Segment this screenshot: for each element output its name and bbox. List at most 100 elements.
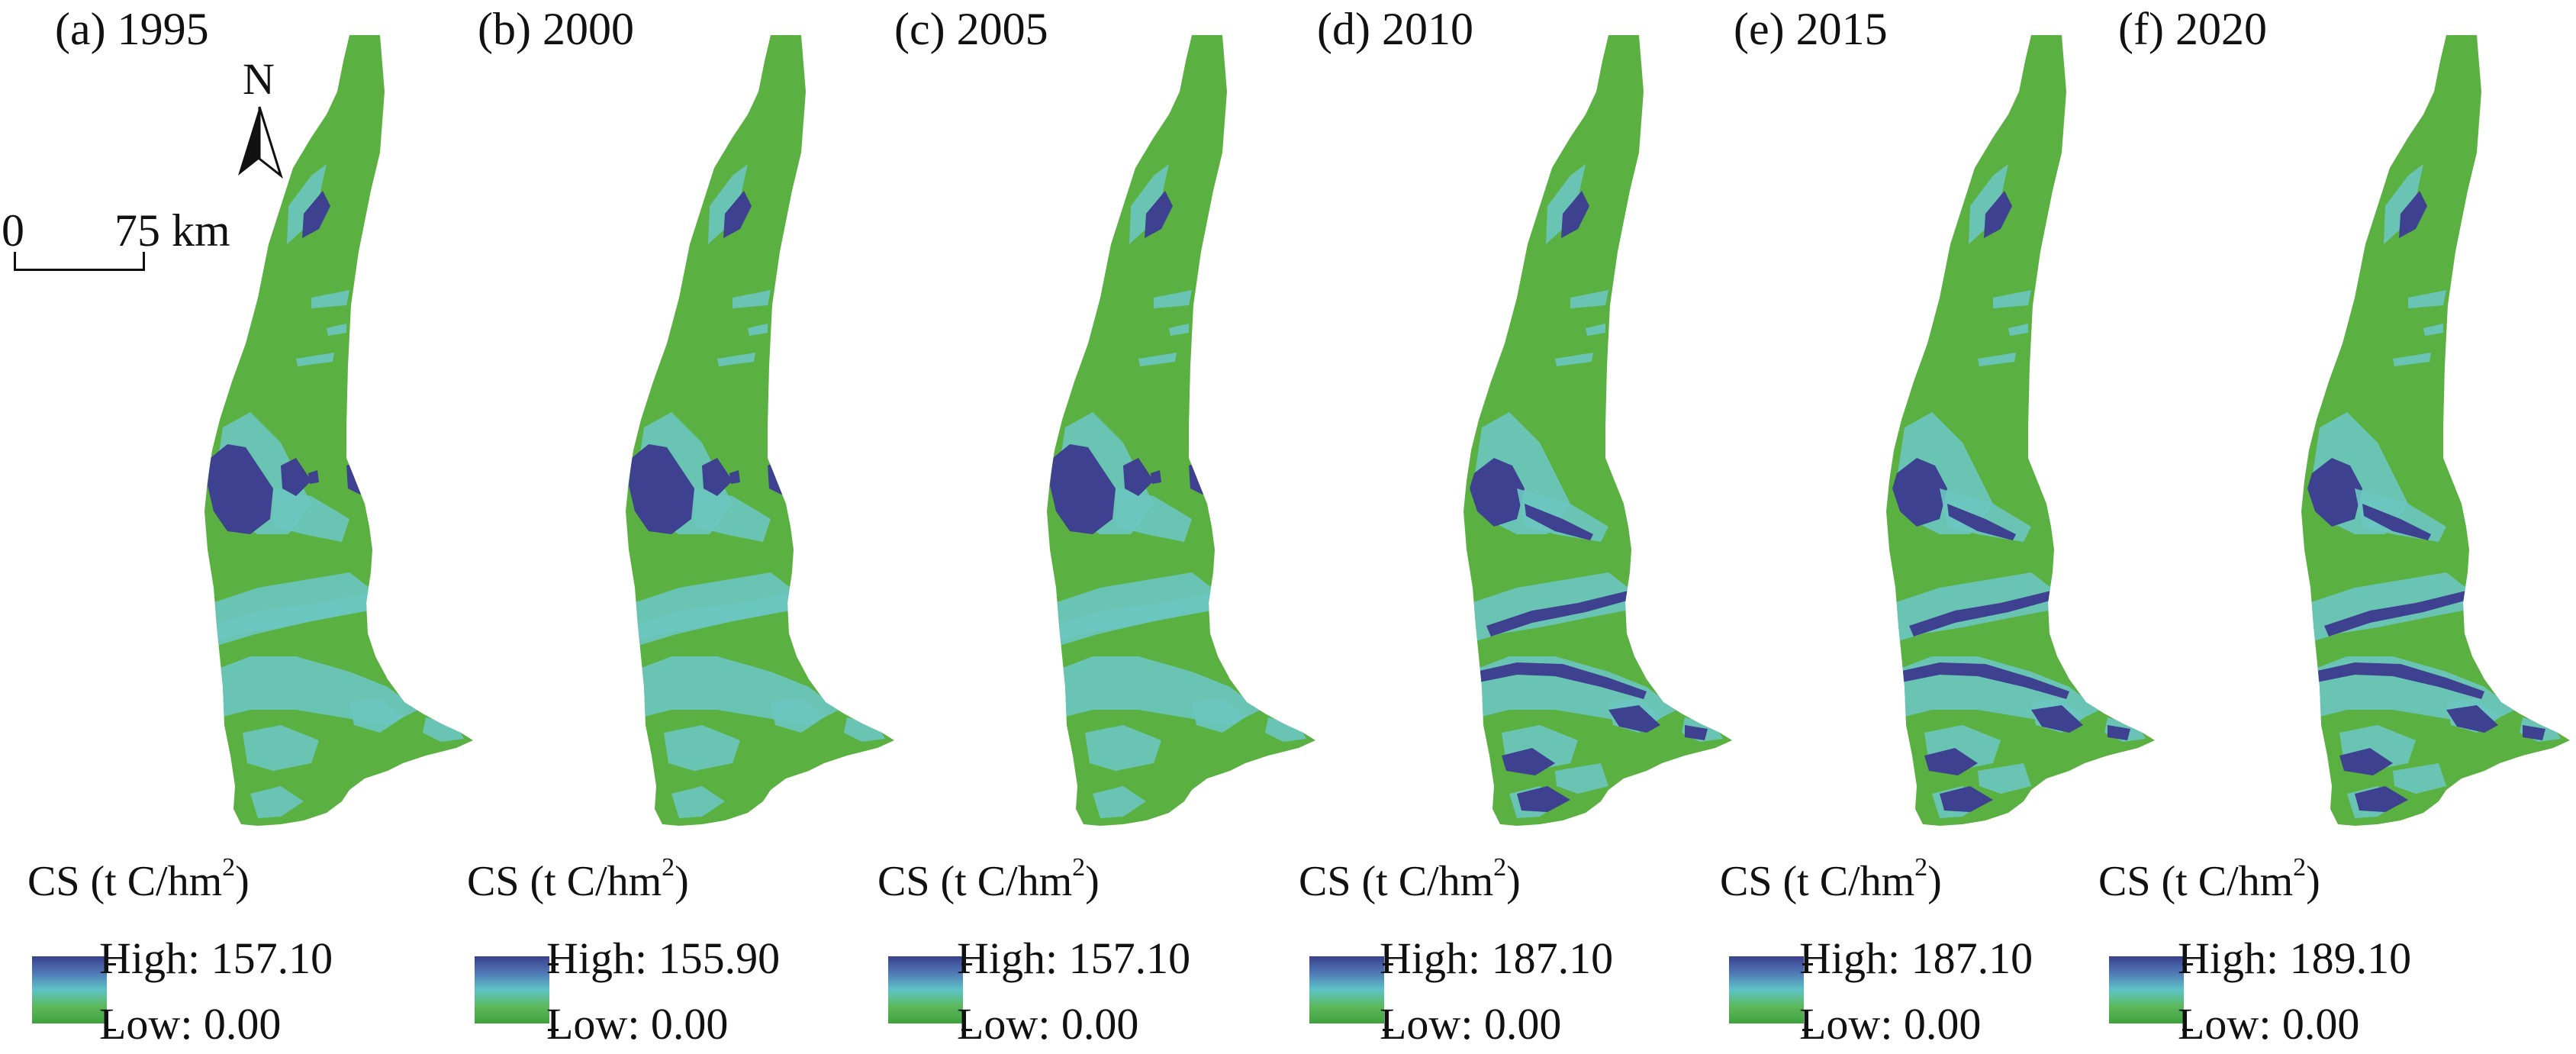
region-mid-carbon <box>1586 324 1605 336</box>
legend-title: CS (t C/hm2) <box>2098 853 2320 906</box>
panel-title: (b) 2000 <box>478 4 634 54</box>
region-mid-carbon <box>1570 290 1608 308</box>
legend-title-superscript: 2 <box>222 853 236 882</box>
region-mid-carbon <box>708 164 748 244</box>
region-mid-carbon <box>1978 353 2016 366</box>
legend-color-ramp <box>1729 956 1804 1023</box>
legend-title-close: ) <box>1085 858 1100 905</box>
legend-tick <box>2182 1029 2193 1031</box>
region-mid-carbon <box>296 353 334 366</box>
legend-title-superscript: 2 <box>1072 853 1086 882</box>
region-high-carbon <box>1151 470 1161 484</box>
region-mid-carbon <box>717 353 755 366</box>
legend-title: CS (t C/hm2) <box>877 853 1100 906</box>
scale-max-label: 75 km <box>114 205 230 256</box>
region-mid-carbon <box>2393 763 2446 794</box>
legend-color-ramp <box>888 956 963 1023</box>
carbon-storage-map <box>626 35 894 826</box>
region-mid-carbon <box>694 488 771 542</box>
north-label: N <box>243 54 275 104</box>
region-high-carbon <box>1947 504 2016 540</box>
region-high-carbon <box>2362 504 2431 540</box>
legend-low-label: Low: 0.00 <box>1380 999 1562 1049</box>
legend-tick <box>1802 1029 1813 1031</box>
region-high-carbon <box>1189 458 1227 495</box>
region-high-carbon <box>1476 662 1647 699</box>
carbon-storage-map <box>2301 35 2570 826</box>
region-high-carbon <box>1561 191 1589 238</box>
legend-high-label: High: 187.10 <box>1799 933 2033 983</box>
legend-title-superscript: 2 <box>1914 853 1928 882</box>
region-mid-carbon <box>1631 618 1648 649</box>
legend-high-label: High: 155.90 <box>546 933 781 983</box>
region-mid-carbon <box>311 290 349 308</box>
region-high-carbon <box>281 458 311 496</box>
region-high-carbon <box>1502 748 1555 775</box>
legend-title-superscript: 2 <box>2293 853 2307 882</box>
region-mid-carbon <box>1265 717 1306 742</box>
panel-title: (c) 2005 <box>894 4 1048 54</box>
legend-tick <box>1802 963 1813 965</box>
region-high-carbon <box>1685 725 1708 740</box>
scale-zero-label: 0 <box>2 205 24 256</box>
region-mid-carbon <box>733 290 771 308</box>
legend-high-label: High: 187.10 <box>1380 933 1614 983</box>
region-high-carbon <box>1470 458 1525 527</box>
region-high-carbon <box>2355 786 2408 812</box>
region-high-carbon <box>1517 786 1570 812</box>
legend-low-label: Low: 0.00 <box>546 999 729 1049</box>
carbon-storage-map <box>204 35 473 826</box>
legend-title-close: ) <box>675 858 689 905</box>
legend-high-label: High: 157.10 <box>99 933 333 983</box>
region-mid-carbon <box>2393 353 2431 366</box>
legend-title-close: ) <box>2306 858 2320 905</box>
legend-title: CS (t C/hm2) <box>1720 853 1942 906</box>
legend-title-text: CS (t C/hm <box>2098 858 2294 905</box>
region-high-carbon <box>1892 458 1947 527</box>
region-high-carbon <box>1123 458 1154 496</box>
legend-title: CS (t C/hm2) <box>467 853 689 906</box>
legend-low-label: Low: 0.00 <box>957 999 1139 1049</box>
region-high-carbon <box>702 458 733 496</box>
region-high-carbon <box>768 458 806 495</box>
region-mid-carbon <box>2008 324 2028 336</box>
legend-color-ramp <box>1309 956 1384 1023</box>
region-mid-carbon <box>748 324 768 336</box>
region-mid-carbon <box>1978 763 2031 794</box>
legend-title-close: ) <box>1506 858 1521 905</box>
panel-title: (e) 2015 <box>1734 4 1888 54</box>
region-mid-carbon <box>349 698 403 733</box>
legend-tick <box>548 1029 559 1031</box>
legend-title-text: CS (t C/hm <box>1299 858 1494 905</box>
region-mid-carbon <box>2469 618 2486 649</box>
region-high-carbon <box>1909 591 2053 637</box>
region-high-carbon <box>2446 705 2498 733</box>
region-mid-carbon <box>2423 324 2443 336</box>
legend-high-label: High: 189.10 <box>2178 933 2412 983</box>
region-mid-carbon <box>273 488 349 542</box>
region-high-carbon <box>2307 458 2362 527</box>
region-mid-carbon <box>1093 786 1146 818</box>
legend-title-text: CS (t C/hm <box>877 858 1073 905</box>
region-mid-carbon <box>1154 290 1192 308</box>
carbon-storage-map <box>1463 35 1732 826</box>
legend-tick <box>961 1029 972 1031</box>
legend-color-ramp <box>475 956 549 1023</box>
region-mid-carbon <box>423 717 464 742</box>
legend-tick <box>548 963 559 965</box>
region-mid-carbon <box>844 717 885 742</box>
region-high-carbon <box>302 191 330 238</box>
region-high-carbon <box>308 470 319 484</box>
region-mid-carbon <box>671 786 725 818</box>
region-high-carbon <box>1050 444 1116 534</box>
region-mid-carbon <box>633 592 794 646</box>
legend-title: CS (t C/hm2) <box>1299 853 1521 906</box>
region-high-carbon <box>1525 504 1593 540</box>
region-mid-carbon <box>1192 698 1245 733</box>
legend-low-label: Low: 0.00 <box>1799 999 1982 1049</box>
region-high-carbon <box>1940 786 1993 812</box>
region-mid-carbon <box>372 618 389 649</box>
region-mid-carbon <box>243 725 319 771</box>
region-high-carbon <box>2324 591 2468 637</box>
region-mid-carbon <box>1555 353 1593 366</box>
